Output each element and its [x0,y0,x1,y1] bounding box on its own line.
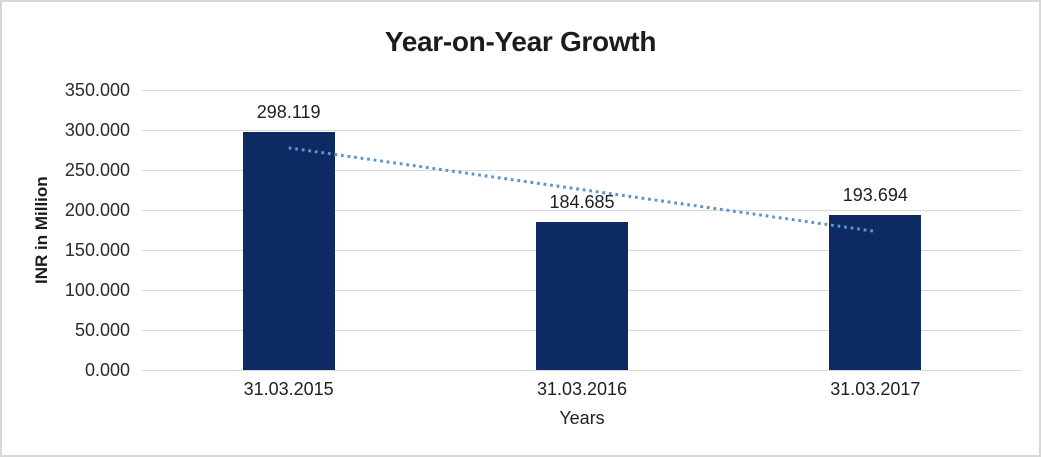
chart-title: Year-on-Year Growth [384,26,657,57]
gridline [142,370,1022,371]
x-tick-label: 31.03.2017 [830,379,921,399]
y-tick-label: 250.000 [64,160,130,180]
x-axis-title: Years [559,408,605,428]
x-tick-label: 31.03.2015 [243,379,334,399]
y-tick-label: 150.000 [64,240,130,260]
x-tick-label: 31.03.2016 [536,379,628,399]
y-tick-label: 300.000 [64,120,130,140]
bar [242,131,335,370]
y-tick-label: 200.000 [64,200,130,220]
gridline [142,90,1022,91]
y-tick-label: 0.000 [84,360,130,380]
bar-data-label: 184.685 [549,192,615,213]
gridline [142,130,1022,131]
bar-data-label: 193.694 [842,185,908,206]
bar [829,215,922,370]
y-tick-label: 350.000 [64,80,130,100]
bar [536,222,628,370]
y-tick-label: 50.000 [74,320,130,340]
y-tick-label: 100.000 [64,280,130,300]
bar-data-label: 298.119 [256,101,321,122]
